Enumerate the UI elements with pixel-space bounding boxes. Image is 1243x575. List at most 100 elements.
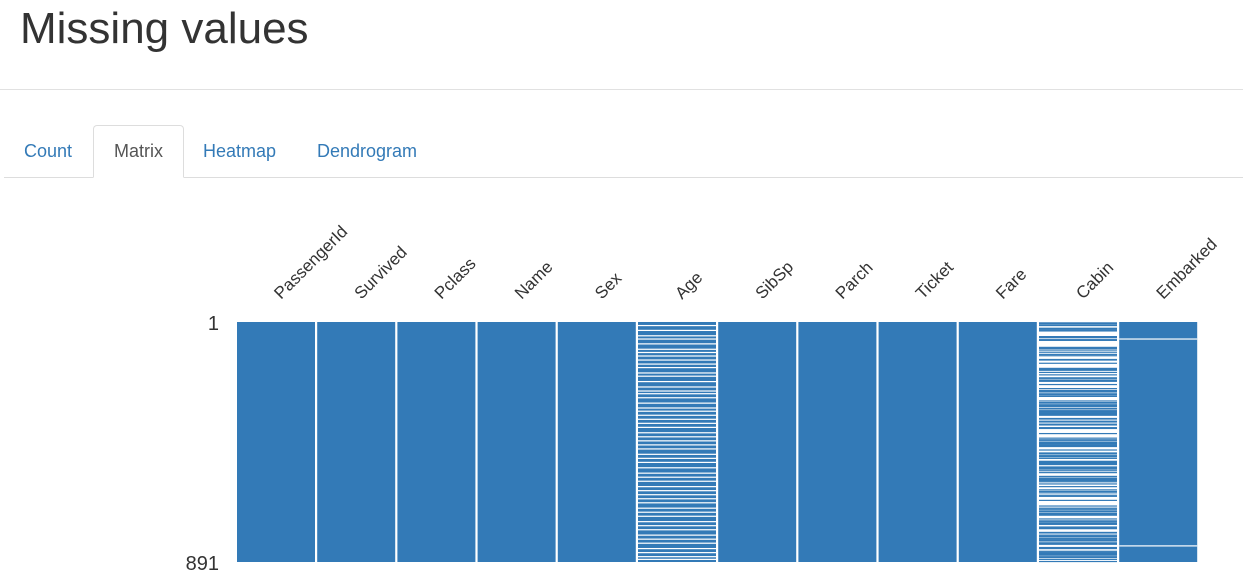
matrix-row-mark [638, 375, 716, 377]
matrix-row-mark [1039, 539, 1117, 541]
matrix-row-mark [1039, 494, 1117, 496]
matrix-row-mark [1039, 414, 1117, 416]
matrix-row-mark [1039, 510, 1117, 513]
matrix-row-mark [1039, 551, 1117, 553]
matrix-row-mark [638, 542, 716, 544]
matrix-row-mark [638, 502, 716, 504]
matrix-row-mark [1039, 369, 1117, 371]
matrix-row-mark [1039, 437, 1117, 439]
matrix-row-mark [1039, 442, 1117, 445]
matrix-row-mark [1039, 322, 1117, 325]
matrix-row-mark [638, 436, 716, 438]
matrix-row-mark [638, 515, 716, 517]
matrix-row-mark [1039, 441, 1117, 444]
matrix-column-age [638, 322, 716, 562]
matrix-row-mark [1039, 362, 1117, 364]
matrix-row-mark [1039, 402, 1117, 404]
matrix-column-sibsp [718, 322, 797, 562]
matrix-row-mark [1039, 432, 1117, 435]
matrix-row-mark [638, 348, 716, 350]
matrix-row-mark [1039, 324, 1117, 327]
matrix-row-mark [1039, 424, 1117, 426]
matrix-row-mark [638, 507, 716, 509]
matrix-row-mark [1039, 466, 1117, 468]
matrix-row-mark [1039, 558, 1117, 560]
column-label: Fare [992, 265, 1030, 303]
matrix-row-mark [638, 529, 716, 531]
matrix-row-mark [1039, 367, 1117, 369]
column-label: Age [671, 268, 706, 303]
matrix-row-mark [1039, 349, 1117, 351]
matrix-row-mark [1039, 523, 1117, 525]
matrix-row-mark [638, 440, 716, 442]
tab-count[interactable]: Count [24, 141, 73, 161]
matrix-row-mark [1039, 368, 1117, 371]
row-label-first: 1 [208, 313, 219, 335]
matrix-row-mark [1039, 489, 1117, 491]
column-label: Name [511, 257, 557, 303]
matrix-column-sex [557, 322, 636, 562]
matrix-row-mark [1039, 547, 1117, 550]
matrix-column-bar [1119, 322, 1198, 562]
matrix-row-mark [1039, 383, 1117, 386]
matrix-row-mark [638, 363, 716, 365]
matrix-row-mark [1039, 427, 1117, 429]
row-label-last: 891 [186, 553, 219, 575]
matrix-row-mark [638, 329, 716, 332]
matrix-row-mark [1039, 410, 1117, 412]
matrix-column-cabin [1039, 322, 1117, 563]
tab-matrix[interactable]: Matrix [93, 125, 184, 178]
matrix-row-mark [638, 343, 716, 345]
matrix-row-mark [1039, 336, 1117, 338]
matrix-row-mark [1039, 379, 1117, 382]
matrix-row-mark [638, 511, 716, 513]
matrix-row-mark [1039, 378, 1117, 380]
matrix-row-mark [1039, 404, 1117, 406]
matrix-row-mark [638, 494, 716, 496]
matrix-row-mark [638, 547, 716, 550]
matrix-row-mark [1039, 481, 1117, 483]
matrix-row-mark [1039, 412, 1117, 414]
tab-bar: Count Matrix Heatmap Dendrogram [4, 125, 1243, 178]
matrix-row-mark [1039, 468, 1117, 470]
matrix-row-mark [638, 418, 716, 420]
matrix-row-mark [1039, 480, 1117, 482]
matrix-row-mark [1039, 351, 1117, 353]
matrix-row-mark [1039, 445, 1117, 448]
matrix-row-mark [638, 407, 716, 409]
matrix-row-mark [1039, 423, 1117, 425]
tab-heatmap[interactable]: Heatmap [203, 141, 277, 161]
matrix-column-bar [317, 322, 396, 562]
matrix-column-bar [477, 322, 556, 562]
matrix-row-mark [638, 457, 716, 459]
matrix-row-mark [1039, 440, 1117, 442]
column-label: Ticket [912, 258, 957, 303]
matrix-row-mark [1039, 520, 1117, 522]
matrix-row-mark [1039, 330, 1117, 332]
column-label: Parch [832, 258, 877, 303]
matrix-row-mark [638, 422, 716, 424]
matrix-row-mark [1039, 454, 1117, 456]
matrix-row-mark [1039, 546, 1117, 549]
matrix-column-ticket [878, 322, 957, 562]
matrix-row-mark [1039, 495, 1117, 497]
matrix-row-mark [1039, 560, 1117, 563]
matrix-row-mark [638, 372, 716, 374]
matrix-row-mark [1039, 553, 1117, 556]
matrix-row-mark [1039, 512, 1117, 514]
matrix-row-mark [1039, 346, 1117, 348]
matrix-column-bar [718, 322, 797, 562]
matrix-row-mark [1039, 460, 1117, 463]
matrix-column-bar [958, 322, 1037, 562]
matrix-row-mark [1039, 472, 1117, 474]
matrix-column-bar [798, 322, 877, 562]
matrix-row-mark [1039, 439, 1117, 441]
matrix-row-mark [1039, 541, 1117, 543]
matrix-row-mark [1039, 521, 1117, 523]
matrix-row-mark [638, 351, 716, 354]
matrix-row-mark [1039, 339, 1117, 341]
matrix-row-mark [638, 467, 716, 469]
matrix-column-survived [317, 322, 396, 562]
tab-dendrogram[interactable]: Dendrogram [317, 141, 418, 161]
